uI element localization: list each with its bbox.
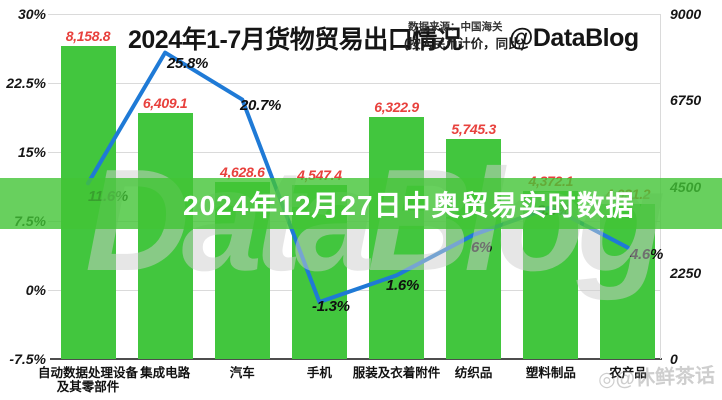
left-axis-tick-label: 30% [17,6,46,22]
bar-value-label: 6,409.1 [142,95,188,112]
overlay-banner: 2024年12月27日中奥贸易实时数据 [0,178,722,229]
category-label: 集成电路 [140,366,191,380]
right-axis-tick-label: 9000 [670,6,702,22]
category-label: 手机 [306,366,332,380]
gridline [48,14,660,15]
right-axis-tick-label: 6750 [670,92,702,109]
right-axis-tick-label: 2250 [670,264,702,281]
category-label: 自动数据处理设备 及其零部件 [37,366,138,394]
bar-value-label: 5,745.3 [451,120,496,137]
left-axis-tick-label: 15% [17,144,46,160]
left-axis-tick-label: -7.5% [9,351,46,367]
right-axis-tick-label: 0 [670,351,678,367]
category-label: 服装及衣着附件 [352,366,441,380]
category-label: 农产品 [609,366,647,380]
data-source-note: 数据来源：中国海关 [408,21,503,33]
line-value-label: 20.7% [240,97,282,114]
bar-value-label: 8,158.8 [65,28,111,45]
corner-watermark: ◎@休鲜茶话 [597,364,716,392]
left-axis-tick-label: 22.5% [6,75,46,91]
left-axis-tick-label: 0% [25,282,46,298]
author-handle: @DataBlog [509,24,639,52]
line-value-label: 4.6% [630,246,663,263]
category-label: 塑料制品 [525,366,576,380]
overlay-banner-text: 2024年12月27日中奥贸易实时数据 [183,189,635,221]
x-axis-line [50,358,662,360]
chart-subtitle: (按人民币计价，同比) [404,37,525,51]
category-label: 纺织品 [454,366,493,380]
category-label: 汽车 [229,366,255,380]
line-value-label: 25.8% [167,55,209,72]
bar-value-label: 6,322.9 [374,98,419,115]
gridline [48,83,660,84]
chart-title: 2024年1-7月货物贸易出口情况 [128,26,462,54]
